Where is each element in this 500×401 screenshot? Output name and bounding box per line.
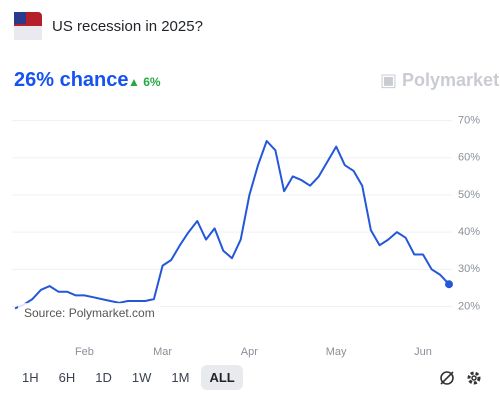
range-button[interactable]: 1W (131, 370, 152, 385)
range-selector: 1H 6H 1D 1W 1M ALL (14, 365, 243, 390)
last-point (445, 280, 453, 289)
range-button[interactable]: 1M (171, 370, 190, 385)
x-tick-label: Jun (414, 346, 432, 358)
annotation: Source: Polymarket.com (24, 306, 155, 320)
range-button[interactable]: ALL (201, 365, 243, 390)
market-icon (14, 12, 42, 40)
range-button[interactable]: 1D (95, 370, 112, 385)
chance: 26% chance (14, 69, 129, 91)
brand: ▣ Polymarket (380, 70, 500, 90)
y-tick-label: 20% (458, 300, 480, 312)
chart: 20% 30% 40% 50% 60% 70% Feb Mar Apr May Jun Source:… (12, 114, 480, 358)
y-tick-label: 60% (458, 152, 480, 164)
annotation-bg (18, 303, 161, 324)
market-title: US recession in 2025? (52, 18, 203, 35)
y-tick-label: 40% (458, 226, 480, 238)
toolbar-icons[interactable] (438, 368, 488, 388)
change-value: 6% (143, 75, 161, 89)
x-tick-label: Mar (153, 346, 172, 358)
x-tick-label: May (326, 346, 347, 358)
x-tick-label: Feb (75, 346, 94, 358)
y-tick-label: 50% (458, 189, 480, 201)
change: ▲ 6% (128, 75, 161, 89)
price-line (14, 140, 450, 310)
y-tick-label: 30% (458, 263, 480, 275)
x-tick-label: Apr (241, 346, 258, 358)
range-button[interactable]: 6H (58, 370, 76, 385)
y-tick-label: 70% (458, 114, 480, 126)
range-button[interactable]: 1H (22, 370, 39, 385)
brand-name: Polymarket (402, 70, 500, 90)
